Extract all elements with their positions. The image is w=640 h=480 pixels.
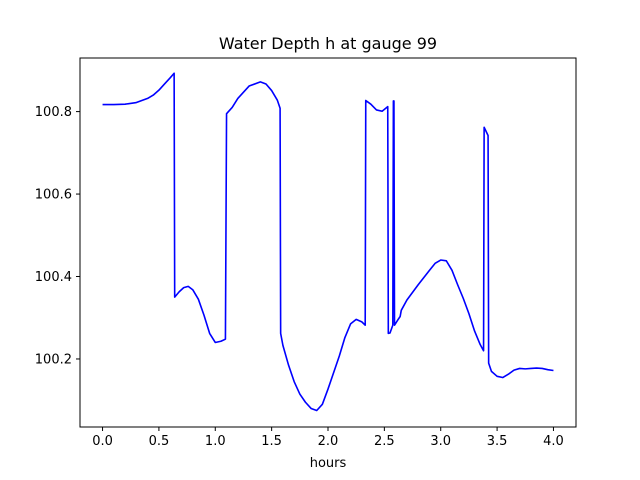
x-tick-label: 0.5 xyxy=(149,434,170,449)
x-tick-label: 2.0 xyxy=(318,434,339,449)
series-layer xyxy=(102,72,554,412)
x-tick-label: 3.0 xyxy=(430,434,451,449)
y-tick-label: 100.2 xyxy=(35,352,72,367)
x-tick-label: 2.5 xyxy=(374,434,395,449)
x-tick-label: 3.5 xyxy=(487,434,508,449)
x-axis-label: hours xyxy=(310,456,347,471)
x-axis: 0.0 0.5 1.0 1.5 2.0 2.5 3.0 3.5 4.0 xyxy=(92,427,564,449)
x-tick-label: 0.0 xyxy=(92,434,113,449)
x-tick-label: 1.5 xyxy=(261,434,282,449)
x-tick-label: 1.0 xyxy=(205,434,226,449)
series-line-0 xyxy=(102,72,554,412)
y-axis: 100.2 100.4 100.6 100.8 xyxy=(35,105,80,367)
x-tick-label: 4.0 xyxy=(543,434,564,449)
y-tick-label: 100.4 xyxy=(35,270,72,285)
y-tick-label: 100.6 xyxy=(35,188,72,203)
chart-title: Water Depth h at gauge 99 xyxy=(219,34,437,53)
y-tick-label: 100.8 xyxy=(35,105,72,120)
